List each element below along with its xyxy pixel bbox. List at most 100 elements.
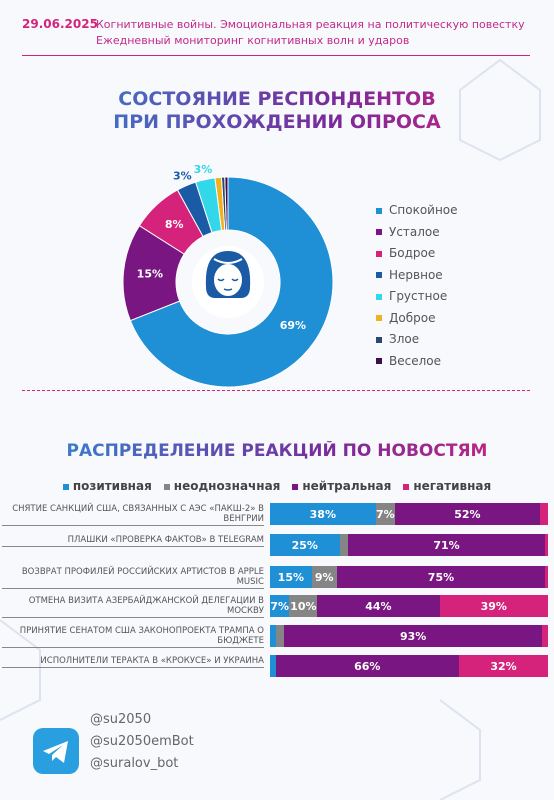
bar-segment bbox=[270, 655, 276, 677]
legend-swatch bbox=[292, 483, 299, 490]
bar-segment: 75% bbox=[336, 566, 546, 588]
donut-slice bbox=[129, 176, 334, 388]
header-line: Когнитивные войны. Эмоциональная реакция… bbox=[96, 18, 525, 31]
donut-chart: 69% 15% 8% 3%3% bbox=[122, 163, 334, 388]
legend-item: Доброе bbox=[376, 311, 458, 333]
link[interactable]: @su2050emBot bbox=[90, 734, 194, 749]
data-label: 39% bbox=[480, 599, 507, 613]
data-label: 52% bbox=[454, 507, 481, 521]
legend-label: Нервное bbox=[389, 267, 443, 282]
legend: позитивная неоднозначная нейтральная негати… bbox=[0, 479, 554, 493]
legend-item: неоднозначная bbox=[163, 479, 281, 493]
title-line: ПРИ ПРОХОЖДЕНИИ ОПРОСА bbox=[113, 111, 441, 133]
bar-segment bbox=[545, 534, 548, 556]
bar-segment bbox=[542, 625, 548, 647]
legend-item: нейтральная bbox=[292, 479, 391, 493]
donut-slice bbox=[138, 189, 204, 255]
data-label: 69% bbox=[280, 319, 306, 332]
bar-segment bbox=[339, 534, 348, 556]
bar-segment bbox=[270, 625, 276, 647]
legend-label: Грустное bbox=[389, 289, 448, 303]
legend-label: позитивная bbox=[72, 479, 152, 493]
data-label: 32% bbox=[490, 659, 517, 673]
data-label: 38% bbox=[309, 507, 336, 521]
legend-label: Бодрое bbox=[389, 246, 436, 260]
bar-segment: 7% bbox=[270, 595, 290, 617]
bar-segment: 93% bbox=[283, 625, 543, 647]
legend-label: Злое bbox=[389, 332, 420, 346]
link[interactable]: @suralov_bot bbox=[90, 756, 179, 771]
legend-swatch bbox=[376, 207, 382, 214]
data-label: 15% bbox=[137, 268, 163, 281]
bar-segment: 9% bbox=[311, 566, 337, 588]
bar-segment: 71% bbox=[347, 534, 546, 556]
legend-item: Злое bbox=[376, 332, 458, 354]
bar-segment bbox=[539, 503, 548, 525]
data-label: 66% bbox=[354, 659, 381, 673]
data-label: 7% bbox=[376, 507, 395, 521]
footer-links: @su2050 @su2050emBot @suralov_bot bbox=[90, 709, 194, 775]
legend-swatch bbox=[376, 336, 382, 343]
center-icon bbox=[192, 246, 264, 318]
bar-segment: 25% bbox=[270, 534, 340, 556]
header-text: Когнитивные войны. Эмоциональная реакция… bbox=[96, 17, 525, 49]
bar-segment: 52% bbox=[395, 503, 540, 525]
bar-segment: 15% bbox=[270, 566, 312, 588]
donut-title: СОСТОЯНИЕ РЕСПОНДЕНТОВ ПРИ ПРОХОЖДЕНИИ О… bbox=[0, 88, 554, 134]
donut-slice bbox=[122, 225, 185, 322]
legend-label: Усталое bbox=[389, 224, 440, 239]
legend-label: неоднозначная bbox=[173, 479, 281, 493]
data-label: 3% bbox=[173, 169, 192, 182]
title-line: СОСТОЯНИЕ РЕСПОНДЕНТОВ bbox=[118, 88, 436, 110]
link[interactable]: @su2050 bbox=[90, 712, 152, 727]
date: 29.06.2025 bbox=[22, 17, 98, 31]
legend-label: нейтральная bbox=[302, 479, 392, 493]
category-label: СНЯТИЕ САНКЦИЙ США, СВЯЗАННЫХ С АЭС «ПАК… bbox=[2, 504, 264, 526]
donut-slice bbox=[194, 177, 223, 234]
legend-label: Доброе bbox=[389, 310, 436, 325]
category-label: ПРИНЯТИЕ СЕНАТОМ США ЗАКОНОПРОЕКТА ТРАМП… bbox=[2, 626, 264, 648]
legend-item: негативная bbox=[403, 479, 491, 493]
legend-swatch bbox=[376, 272, 382, 278]
bar-segment: 66% bbox=[275, 655, 460, 677]
data-label: 25% bbox=[291, 538, 318, 552]
bar-segment bbox=[275, 625, 284, 647]
data-label: 15% bbox=[277, 570, 305, 584]
divider bbox=[22, 390, 530, 391]
legend-swatch bbox=[376, 229, 382, 235]
data-label: 44% bbox=[365, 599, 392, 613]
legend-swatch bbox=[376, 293, 382, 300]
bar-segment: 7% bbox=[375, 503, 396, 525]
legend-item: Грустное bbox=[376, 289, 458, 311]
telegram-icon bbox=[33, 728, 79, 774]
legend-label: Веселое bbox=[389, 353, 441, 368]
legend-item: Веселое bbox=[376, 354, 458, 376]
category-label: ИСПОЛНИТЕЛИ ТЕРАКТА В «КРОКУСЕ» И УКРАИН… bbox=[2, 656, 264, 668]
bar-segment: 44% bbox=[317, 595, 440, 617]
bar-segment: 38% bbox=[270, 503, 376, 525]
legend-item: Бодрое bbox=[376, 246, 458, 268]
header-line: Ежедневный мониторинг когнитивных волн и… bbox=[96, 34, 410, 47]
legend-swatch bbox=[376, 358, 382, 364]
data-label: 75% bbox=[427, 570, 455, 584]
category-label: ОТМЕНА ВИЗИТА АЗЕРБАЙДЖАНСКОЙ ДЕЛЕГАЦИИ … bbox=[2, 596, 264, 618]
legend-item: Спокойное bbox=[376, 203, 458, 225]
bar-segment: 39% bbox=[439, 595, 548, 617]
legend-swatch bbox=[376, 315, 382, 321]
legend-swatch bbox=[376, 250, 382, 257]
bar-segment: 10% bbox=[289, 595, 318, 617]
legend-item: позитивная bbox=[62, 479, 152, 493]
data-label: 10% bbox=[290, 599, 317, 613]
legend-label: негативная bbox=[413, 479, 492, 493]
data-label: 71% bbox=[433, 538, 460, 552]
bar-title: РАСПРЕДЕЛЕНИЕ РЕАКЦИЙ ПО НОВОСТЯМ bbox=[0, 441, 554, 461]
bar-segment bbox=[545, 566, 548, 588]
legend-swatch bbox=[62, 483, 69, 490]
legend-item: Усталое bbox=[376, 225, 458, 247]
bar-segment: 32% bbox=[459, 655, 548, 677]
legend: Спокойное Усталое Бодрое Нервное Грустное Доб… bbox=[376, 203, 458, 375]
category-label: ВОЗВРАТ ПРОФИЛЕЙ РОССИЙСКИХ АРТИСТОВ В A… bbox=[2, 567, 264, 589]
data-label: 3% bbox=[194, 163, 213, 176]
